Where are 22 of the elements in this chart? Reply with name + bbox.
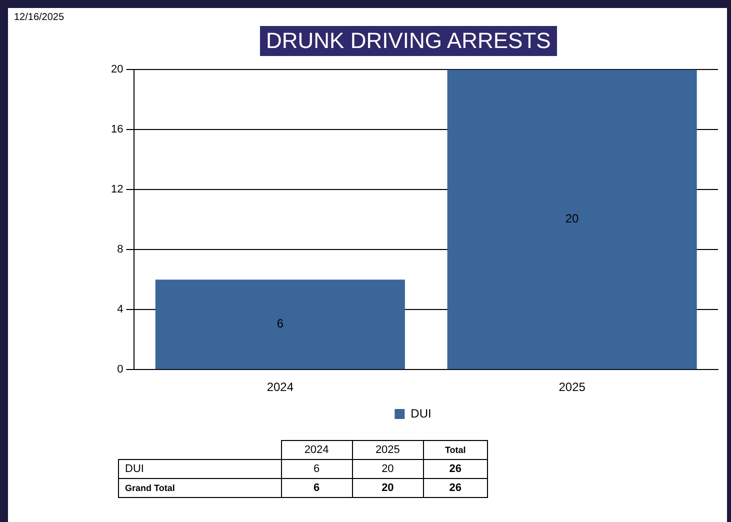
y-tick-label: 16 [110,124,124,136]
chart-title: DRUNK DRIVING ARRESTS [260,26,557,56]
y-tick-label: 12 [110,184,124,196]
text: 20 [352,478,424,498]
text: 6 [281,478,352,498]
text: 26 [423,478,488,498]
text: 6 [281,460,352,478]
text: 26 [423,460,488,478]
text: Grand Total [118,478,281,498]
data-label: 20 [565,212,580,226]
text: Total [423,440,488,460]
category-label: 2025 [375,444,400,456]
y-tick-label: 4 [117,304,124,316]
y-tick-label: 0 [117,364,124,376]
y-tick-label: 20 [110,64,124,76]
text: 12/16/2025 [14,12,64,23]
category-label: 2024 [304,444,329,456]
text: 20 [352,460,424,478]
y-tick-label: 8 [117,244,124,256]
text: DUI [125,463,144,475]
data-label: 6 [276,316,284,331]
legend-label: DUI [410,406,432,420]
